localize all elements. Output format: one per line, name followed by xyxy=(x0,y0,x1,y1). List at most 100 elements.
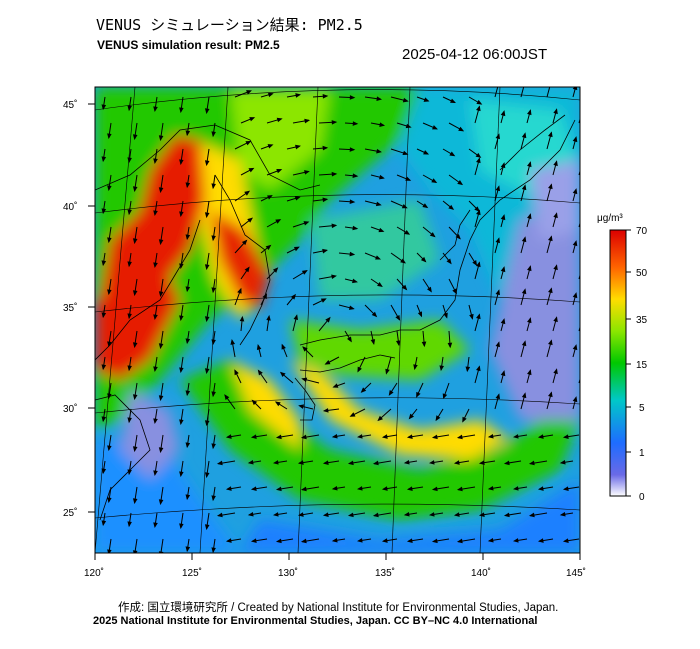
wind-arrow-head xyxy=(158,187,164,194)
wind-arrow-head xyxy=(352,225,359,231)
wind-arrow-head xyxy=(443,312,448,319)
wind-arrow-head xyxy=(528,512,535,518)
wind-arrow-head xyxy=(272,512,279,517)
wind-arrow-head xyxy=(204,160,210,167)
colorbar-label-70: 70 xyxy=(636,226,648,237)
wind-arrow-head xyxy=(572,136,578,143)
wind-arrow-head xyxy=(495,393,500,400)
wind-arrow-head xyxy=(132,498,138,505)
wind-arrow-head xyxy=(521,392,527,399)
wind-arrow-head xyxy=(579,163,580,165)
wind-arrow-head xyxy=(322,460,329,465)
wind-arrow-head xyxy=(401,204,408,209)
wind-arrow-head xyxy=(527,161,532,168)
lat-label-40: 40˚ xyxy=(63,201,77,213)
wind-arrow-head xyxy=(224,394,230,400)
wind-arrow-head xyxy=(185,390,191,397)
wind-arrow-head xyxy=(274,401,281,407)
wind-arrow-head xyxy=(204,472,210,479)
wind-arrow-head xyxy=(579,319,580,321)
wind-arrow-head xyxy=(478,460,485,465)
wind-arrow-head xyxy=(499,87,500,88)
graticule xyxy=(95,87,580,553)
wind-arrow-head xyxy=(405,123,412,129)
wind-arrow-head xyxy=(132,446,138,453)
wind-arrow-head xyxy=(281,343,286,350)
wind-arrow-head xyxy=(376,148,382,154)
wind-arrow-head xyxy=(248,167,255,173)
wind-arrow-head xyxy=(300,486,307,492)
wind-arrow-head xyxy=(204,212,210,219)
wind-arrow-head xyxy=(300,434,307,440)
wind-arrow-head xyxy=(127,417,132,424)
wind-arrow-head xyxy=(179,471,184,478)
wind-arrow-head xyxy=(381,486,388,491)
wind-arrow-head xyxy=(465,366,471,373)
wind-arrow-head xyxy=(521,132,527,139)
wind-arrow-head xyxy=(331,171,338,177)
wind-arrow-head xyxy=(476,105,481,112)
wind-arrow-head xyxy=(107,497,112,504)
lon-label-125: 125˚ xyxy=(182,567,202,579)
wind-arrow-head xyxy=(127,469,132,476)
lon-label-135: 135˚ xyxy=(375,567,395,579)
wind-arrow-head xyxy=(413,364,418,371)
wind-arrow-head xyxy=(331,120,338,125)
wind-arrow-head xyxy=(225,486,232,491)
wind-arrow-head xyxy=(421,341,427,348)
forecast-timestamp: 2025-04-12 06:00JST xyxy=(402,46,548,63)
wind-arrow-head xyxy=(211,287,216,294)
wind-arrow-head xyxy=(332,383,339,388)
wind-arrow-head xyxy=(476,209,481,216)
wind-arrow-head xyxy=(442,393,448,400)
wind-arrow-head xyxy=(377,415,383,422)
wind-arrow-head xyxy=(357,366,362,373)
wind-arrow-head xyxy=(225,538,232,543)
wind-arrow-head xyxy=(250,434,257,439)
wind-arrow-head xyxy=(406,538,413,543)
wind-arrow-head xyxy=(275,486,282,492)
wind-arrow-head xyxy=(153,418,158,425)
wind-arrow-head xyxy=(476,99,483,105)
wind-arrow-head xyxy=(512,486,519,491)
wind-arrow-head xyxy=(553,368,558,375)
wind-arrow-head xyxy=(204,368,210,375)
wind-arrow-head xyxy=(420,256,427,263)
wind-arrow-head xyxy=(127,157,132,164)
wind-arrow-head xyxy=(404,229,411,235)
wind-arrow-head xyxy=(204,524,210,531)
wind-arrow-head xyxy=(500,110,506,117)
wind-arrow-head xyxy=(239,315,245,322)
wind-arrow-head xyxy=(495,185,500,192)
wind-arrow-head xyxy=(185,494,191,501)
wind-arrow-head xyxy=(179,419,184,426)
wind-arrow-head xyxy=(158,135,164,142)
wind-arrow-head xyxy=(462,416,467,423)
wind-arrow-head xyxy=(352,121,359,126)
wind-arrow-head xyxy=(379,122,386,127)
wind-arrow-head xyxy=(349,95,356,100)
wind-arrow-head xyxy=(487,537,494,543)
wind-arrow-head xyxy=(500,266,506,273)
wind-arrow-head xyxy=(101,208,107,215)
wind-arrow-head xyxy=(432,125,438,130)
wind-arrow-head xyxy=(101,260,107,267)
wind-arrow-head xyxy=(132,134,138,141)
colorbar-ticks xyxy=(626,229,631,497)
credit-japanese: 作成: 国立環境研究所 / Created by National Instit… xyxy=(118,602,559,614)
colorbar-label-35: 35 xyxy=(636,315,648,326)
map-frame xyxy=(94,86,581,554)
wind-arrow-head xyxy=(101,520,107,527)
wind-arrow-head xyxy=(262,293,267,300)
wind-arrow-head xyxy=(127,105,132,112)
wind-arrow-head xyxy=(476,157,481,164)
wind-arrow-head xyxy=(385,368,390,375)
wind-arrow-head xyxy=(158,239,164,246)
wind-arrow-head xyxy=(452,288,457,295)
wind-arrow-head xyxy=(572,240,578,247)
wind-arrow-head xyxy=(293,314,299,321)
wind-arrow-head xyxy=(101,312,107,319)
wind-arrow-head xyxy=(185,442,191,449)
wind-arrow-head xyxy=(381,538,388,543)
wind-arrow-head xyxy=(322,248,328,254)
